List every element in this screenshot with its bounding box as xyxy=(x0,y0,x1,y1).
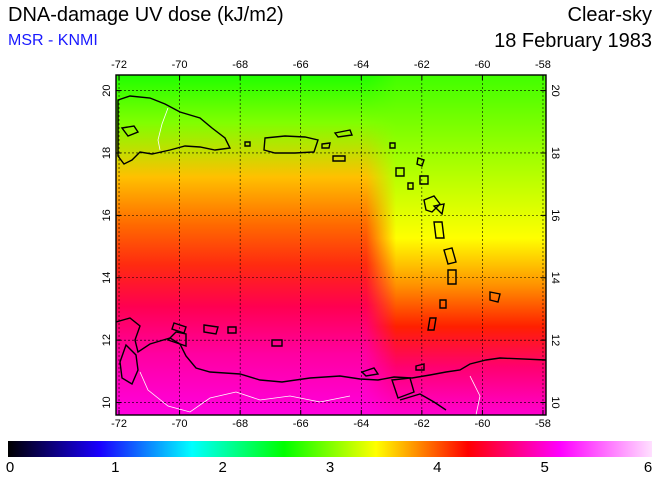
colorbar-tick-label: 4 xyxy=(433,459,442,476)
uv-field-east xyxy=(116,75,546,415)
coastlines xyxy=(116,95,546,411)
lon-label-top: -66 xyxy=(293,59,309,71)
st-vincent-island xyxy=(439,299,447,309)
lon-label-bottom: -72 xyxy=(111,418,127,430)
colorbar-tick-label: 2 xyxy=(218,459,227,476)
map-frame xyxy=(115,74,547,416)
bonaire-island xyxy=(227,326,237,334)
colorbar-tick-label: 6 xyxy=(643,459,653,476)
grenadines-islands xyxy=(427,317,437,331)
lat-label-left: 16 xyxy=(101,209,113,221)
lon-label-top: -64 xyxy=(353,59,369,71)
lon-label-bottom: -58 xyxy=(535,418,551,430)
lat-label-right: 14 xyxy=(549,272,561,284)
lat-label-left: 20 xyxy=(101,84,113,96)
trinidad-island xyxy=(391,377,415,399)
anguilla-island xyxy=(389,142,396,149)
colombia-venezuela-border xyxy=(139,371,237,413)
virgin-islands xyxy=(333,129,353,138)
venezuela-coast xyxy=(116,317,546,383)
country-borders xyxy=(139,107,481,415)
lon-label-bottom: -64 xyxy=(353,418,369,430)
tortuga-island xyxy=(120,125,140,137)
lon-label-top: -62 xyxy=(414,59,430,71)
lon-label-top: -60 xyxy=(474,59,490,71)
lat-label-left: 10 xyxy=(101,396,113,408)
lat-label-left: 12 xyxy=(101,334,113,346)
uv-dose-map: -72 -72 -70 -70 -68 -68 -66 -66 -64 -64 -62 -62 -60 -… xyxy=(101,59,561,430)
lat-label-left: 18 xyxy=(101,147,113,159)
lat-label-right: 10 xyxy=(549,396,561,408)
colorbar-tick-label: 3 xyxy=(325,459,335,476)
lat-label-left: 14 xyxy=(101,272,113,284)
tobago-island xyxy=(415,363,425,371)
antigua-island xyxy=(419,175,429,185)
axis-ticks: -72 -72 -70 -70 -68 -68 -66 -66 -64 -64 -62 -62 -60 -… xyxy=(101,59,561,430)
barbados-island xyxy=(489,291,501,303)
st-croix-island xyxy=(332,155,346,162)
lon-label-top: -58 xyxy=(535,59,551,71)
graticule xyxy=(116,75,546,415)
haiti-dr-border xyxy=(157,107,169,151)
margarita-island xyxy=(360,367,380,377)
map-title: DNA-damage UV dose (kJ/m2) xyxy=(8,4,284,26)
lat-label-right: 16 xyxy=(549,209,561,221)
mona-island xyxy=(244,141,251,147)
lon-label-bottom: -70 xyxy=(172,418,188,430)
colorbar xyxy=(8,441,652,457)
st-lucia-island xyxy=(447,269,457,285)
lat-label-right: 20 xyxy=(549,84,561,96)
map-date: 18 February 1983 xyxy=(494,30,652,52)
lat-label-right: 18 xyxy=(549,147,561,159)
hispaniola-coast xyxy=(117,95,232,165)
lon-label-bottom: -60 xyxy=(474,418,490,430)
vieques-island xyxy=(321,142,331,149)
lon-label-bottom: -68 xyxy=(232,418,248,430)
st-kitts-island xyxy=(395,167,405,177)
los-roques-island xyxy=(271,339,283,347)
colorbar-tick-label: 1 xyxy=(111,459,120,476)
source-label: MSR - KNMI xyxy=(8,32,98,49)
puerto-rico-coast xyxy=(263,135,319,154)
dominica-island xyxy=(433,221,445,239)
lat-label-right: 12 xyxy=(549,334,561,346)
colorbar-tick-label: 0 xyxy=(5,459,15,476)
venezuela-state-border xyxy=(235,391,351,403)
colorbar-tick-label: 5 xyxy=(540,459,549,476)
lake-maracaibo xyxy=(119,343,139,386)
lon-label-bottom: -66 xyxy=(293,418,309,430)
grande-terre-island xyxy=(432,203,445,216)
curacao-island xyxy=(203,324,219,335)
martinique-island xyxy=(443,247,457,265)
lon-label-top: -68 xyxy=(232,59,248,71)
orinoco-delta xyxy=(399,393,447,411)
lon-label-bottom: -62 xyxy=(414,418,430,430)
montserrat-island xyxy=(407,182,414,190)
sky-condition: Clear-sky xyxy=(567,4,652,26)
paraguana-peninsula xyxy=(166,331,187,347)
lon-label-top: -70 xyxy=(172,59,188,71)
lon-label-top: -72 xyxy=(111,59,127,71)
venezuela-guyana-border xyxy=(469,375,481,415)
